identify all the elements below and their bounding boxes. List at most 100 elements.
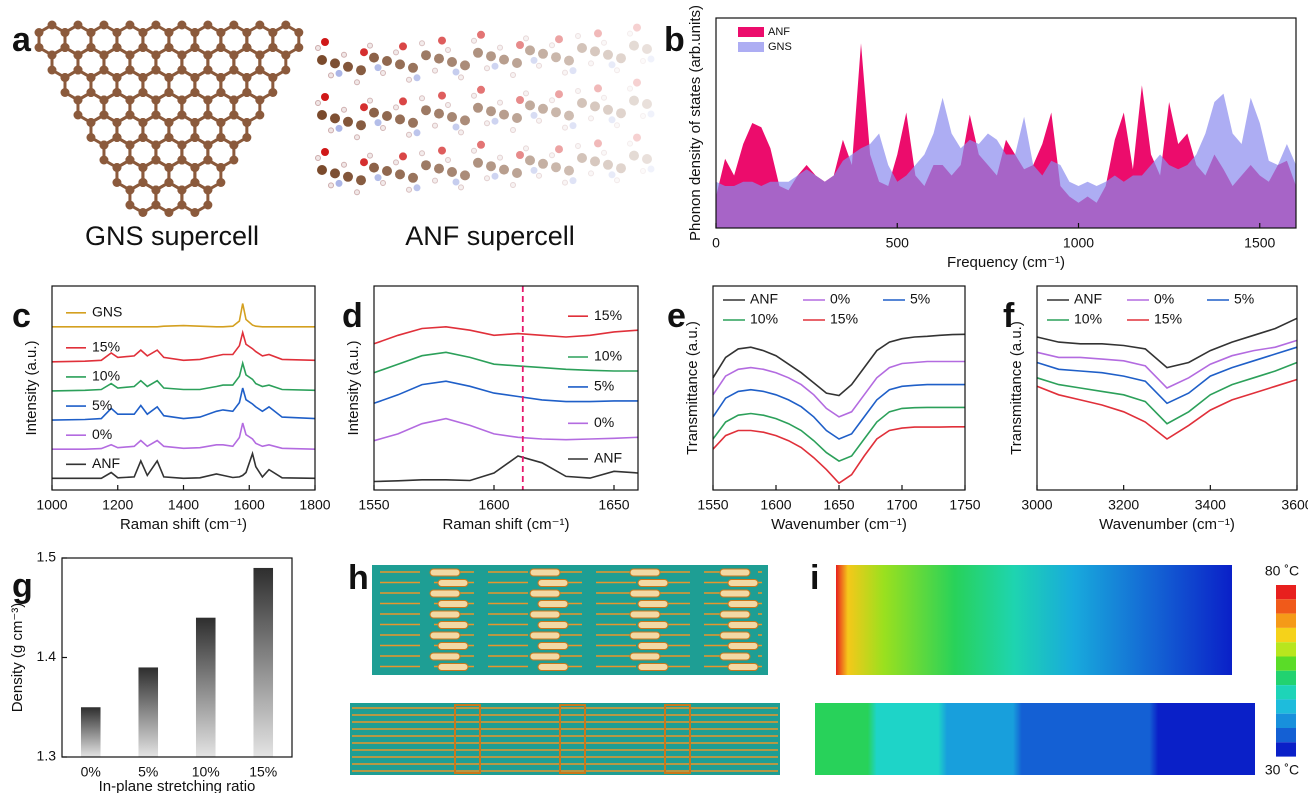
atom — [203, 95, 213, 105]
atom — [190, 133, 200, 142]
atom — [112, 118, 122, 127]
atom — [164, 88, 174, 97]
atom — [203, 65, 213, 75]
x-tick-label: 10% — [192, 764, 220, 780]
atom — [138, 43, 148, 52]
atom — [125, 20, 135, 30]
atom — [229, 50, 239, 60]
atom — [60, 28, 70, 37]
atom — [512, 113, 522, 123]
atom — [125, 200, 135, 210]
atom — [477, 140, 485, 149]
atom — [242, 133, 252, 142]
pill — [719, 631, 751, 640]
atom — [268, 43, 278, 52]
atom — [627, 140, 633, 147]
colorbar-block — [1276, 599, 1296, 614]
atom — [151, 155, 161, 165]
x-tick-label: 500 — [886, 235, 910, 251]
atom — [138, 73, 148, 82]
panel-label: f — [1003, 297, 1015, 335]
colorbar-block — [1276, 670, 1296, 686]
line — [712, 360, 965, 418]
atom — [438, 36, 446, 45]
atom — [360, 158, 368, 167]
atom — [601, 39, 607, 46]
atom — [627, 30, 633, 37]
bar — [253, 567, 274, 757]
pill — [637, 642, 669, 650]
pill — [529, 652, 561, 661]
atom — [647, 110, 655, 118]
atom — [99, 65, 109, 75]
atom — [438, 91, 446, 100]
y-tick-label: 1.3 — [37, 748, 57, 764]
atom — [516, 151, 524, 159]
atom — [138, 118, 148, 127]
pill — [537, 600, 569, 608]
panel-label: h — [348, 559, 369, 597]
atom — [512, 168, 522, 178]
atom — [190, 73, 200, 82]
atom — [73, 95, 83, 105]
atom — [419, 95, 425, 102]
pill — [429, 652, 461, 661]
atom — [633, 23, 641, 32]
colorbar-block — [1276, 699, 1296, 714]
atom — [564, 55, 574, 66]
atom — [499, 109, 509, 120]
legend-label: ANF — [1074, 291, 1102, 307]
atom — [229, 110, 239, 120]
atom — [374, 119, 382, 127]
atom — [536, 172, 542, 179]
pill — [727, 600, 759, 608]
atom — [510, 182, 516, 188]
atom — [281, 50, 291, 60]
x-tick-label: 1550 — [358, 497, 389, 513]
plot-frame — [715, 17, 1297, 229]
atom — [516, 96, 524, 104]
atom — [432, 67, 438, 74]
atom — [575, 143, 581, 149]
atom — [203, 20, 213, 30]
atom — [294, 43, 304, 52]
atom — [229, 95, 239, 105]
atom — [458, 184, 464, 191]
line — [1036, 339, 1298, 389]
atom — [486, 106, 496, 117]
legend-label: ANF — [594, 450, 622, 466]
atom — [34, 28, 44, 37]
atom — [569, 122, 577, 130]
atom — [601, 149, 607, 156]
atom — [551, 107, 561, 118]
atom — [216, 118, 226, 127]
x-tick-label: 1550 — [697, 497, 728, 513]
atom — [328, 127, 334, 134]
atom — [203, 200, 213, 210]
line — [712, 426, 965, 485]
atom — [562, 179, 568, 186]
atom — [151, 110, 161, 120]
atom — [460, 115, 470, 126]
pill — [727, 579, 759, 587]
line — [1036, 378, 1298, 440]
atom — [460, 170, 470, 181]
atom — [177, 185, 187, 195]
atom — [393, 49, 399, 56]
atom — [328, 182, 334, 189]
x-tick-label: 1650 — [598, 497, 629, 513]
atom — [255, 20, 265, 30]
atom — [577, 153, 587, 163]
atom — [190, 178, 200, 187]
atom — [536, 62, 542, 69]
atom — [47, 50, 57, 60]
atom — [321, 93, 329, 101]
pill — [529, 589, 561, 598]
atom — [341, 106, 347, 113]
atom — [562, 124, 568, 131]
atom — [281, 20, 291, 30]
legend-label: 0% — [830, 291, 850, 307]
atom — [369, 162, 379, 173]
line — [712, 406, 965, 463]
atom — [633, 133, 641, 142]
